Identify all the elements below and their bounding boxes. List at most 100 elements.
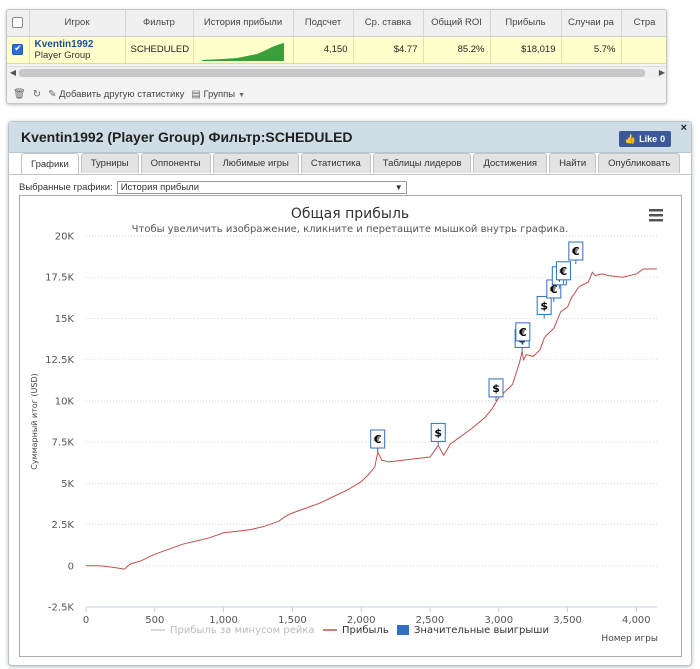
like-label: Like bbox=[639, 134, 658, 144]
dropdown-arrow-icon: ▼ bbox=[394, 183, 403, 192]
big-win-flag bbox=[515, 322, 531, 342]
y-tick-label: -2.5K bbox=[48, 603, 75, 614]
player-name-link[interactable]: Kventin1992 bbox=[34, 38, 94, 50]
y-tick-label: 17.5K bbox=[45, 273, 74, 284]
add-statistic-button[interactable]: ✎ Добавить другую статистику bbox=[48, 89, 184, 100]
horizontal-scrollbar[interactable]: ◀ ▶ bbox=[7, 66, 666, 78]
big-win-flag-label: € bbox=[373, 433, 382, 446]
tab-charts[interactable]: Графики bbox=[21, 153, 79, 174]
tab-leaderboards[interactable]: Таблицы лидеров bbox=[372, 153, 472, 173]
profit-sparkline bbox=[202, 42, 284, 61]
x-tick-label: 0 bbox=[83, 615, 89, 626]
tab-favorite-games[interactable]: Любимые игры bbox=[212, 153, 299, 173]
avg-stake-cell: $4.77 bbox=[353, 36, 424, 64]
big-win-flag bbox=[555, 261, 571, 281]
profit-series-line bbox=[86, 268, 658, 570]
y-tick-label: 0 bbox=[68, 561, 74, 572]
chart-select-value: История прибыли bbox=[120, 182, 200, 193]
chart-select-label: Выбранные графики: bbox=[19, 182, 113, 193]
panel-header: Kventin1992 (Player Group) Фильтр:SCHEDU… bbox=[9, 122, 691, 153]
big-win-flag-label: € bbox=[549, 283, 558, 296]
y-tick-label: 20K bbox=[55, 232, 75, 243]
profit-chart[interactable]: Общая прибыль Чтобы увеличить изображение… bbox=[20, 196, 681, 656]
y-tick-label: 15K bbox=[55, 314, 75, 325]
big-win-flag-label: € bbox=[559, 265, 568, 278]
groups-icon: ▤ bbox=[191, 88, 201, 100]
column-header-profit[interactable]: Прибыль bbox=[490, 10, 562, 37]
row-checkbox[interactable] bbox=[7, 36, 30, 64]
big-win-flag-label: € bbox=[571, 245, 580, 258]
stats-toolbar: 🗑 ↻ ✎ Добавить другую статистику ▤ Групп… bbox=[13, 86, 245, 102]
player-group-label: Player Group bbox=[34, 49, 91, 61]
filter-cell: SCHEDULED bbox=[125, 36, 194, 64]
y-tick-label: 12.5K bbox=[45, 355, 74, 366]
scrollbar-thumb[interactable] bbox=[19, 69, 645, 77]
table-header-row: Игрок Фильтр История прибыли Подсчет Ср.… bbox=[7, 10, 666, 37]
column-header-count[interactable]: Подсчет bbox=[293, 10, 354, 37]
stats-table: Игрок Фильтр История прибыли Подсчет Ср.… bbox=[7, 10, 666, 64]
profit-history-cell bbox=[193, 36, 294, 64]
legend-big-wins-label: Значительные выигрыши bbox=[414, 625, 549, 636]
tab-achievements[interactable]: Достижения bbox=[473, 153, 548, 173]
cases-cell: 5.7% bbox=[561, 36, 622, 64]
chart-select-row: Выбранные графики: История прибыли ▼ bbox=[19, 181, 407, 194]
panel-tabs: Графики Турниры Оппоненты Любимые игры С… bbox=[21, 153, 681, 174]
tab-search[interactable]: Найти bbox=[549, 153, 597, 173]
big-win-flag-label: $ bbox=[540, 299, 548, 312]
big-win-flag bbox=[488, 378, 504, 398]
scroll-left-icon[interactable]: ◀ bbox=[9, 68, 17, 77]
table-row[interactable]: Kventin1992 Player Group SCHEDULED 4,150… bbox=[7, 36, 666, 64]
big-win-flag bbox=[430, 422, 446, 442]
column-header-total-roi[interactable]: Общий ROI bbox=[423, 10, 491, 37]
tabs-divider bbox=[9, 174, 691, 175]
big-win-flag bbox=[370, 429, 386, 449]
tab-statistics[interactable]: Статистика bbox=[300, 153, 371, 173]
groups-dropdown[interactable]: ▤ Группы ▼ bbox=[191, 89, 245, 100]
total-roi-cell: 85.2% bbox=[423, 36, 491, 64]
legend-net-profit-label: Прибыль за минусом рейка bbox=[170, 625, 315, 636]
add-statistic-label: Добавить другую статистику bbox=[59, 88, 185, 100]
x-tick-label: 4,000 bbox=[622, 615, 651, 626]
player-chart-panel: Kventin1992 (Player Group) Фильтр:SCHEDU… bbox=[8, 121, 692, 666]
chart-title: Общая прибыль bbox=[291, 206, 409, 222]
tab-opponents[interactable]: Оппоненты bbox=[140, 153, 211, 173]
facebook-like-button[interactable]: 👍 Like 0 bbox=[619, 131, 671, 147]
column-header-cases[interactable]: Случаи ра bbox=[561, 10, 622, 37]
chart-select-dropdown[interactable]: История прибыли ▼ bbox=[116, 181, 407, 194]
column-header-profit-history[interactable]: История прибыли bbox=[193, 10, 294, 37]
x-tick-label: 1,000 bbox=[209, 615, 238, 626]
x-tick-label: 3,500 bbox=[553, 615, 582, 626]
country-cell bbox=[621, 36, 666, 64]
refresh-icon[interactable]: ↻ bbox=[32, 88, 42, 100]
count-cell: 4,150 bbox=[293, 36, 354, 64]
x-tick-label: 2,000 bbox=[347, 615, 376, 626]
big-win-flag-label: € bbox=[518, 326, 527, 339]
column-header-player[interactable]: Игрок bbox=[29, 10, 126, 37]
x-tick-label: 3,000 bbox=[484, 615, 513, 626]
big-win-flag-label: $ bbox=[434, 426, 442, 439]
trash-icon[interactable]: 🗑 bbox=[13, 88, 26, 100]
x-axis-label: Номер игры bbox=[601, 634, 658, 644]
column-header-avg-stake[interactable]: Ср. ставка bbox=[353, 10, 424, 37]
scroll-right-icon[interactable]: ▶ bbox=[658, 68, 666, 77]
chart-menu-icon[interactable] bbox=[649, 209, 663, 222]
big-win-flag-label: $ bbox=[492, 382, 500, 395]
profit-cell: $18,019 bbox=[490, 36, 562, 64]
x-tick-label: 500 bbox=[145, 615, 164, 626]
like-count: 0 bbox=[660, 134, 666, 144]
column-header-filter[interactable]: Фильтр bbox=[125, 10, 194, 37]
x-tick-label: 1,500 bbox=[278, 615, 307, 626]
groups-label: Группы bbox=[203, 88, 236, 100]
tab-tournaments[interactable]: Турниры bbox=[80, 153, 139, 173]
tab-publish[interactable]: Опубликовать bbox=[598, 153, 681, 173]
y-tick-label: 7.5K bbox=[52, 438, 75, 449]
x-tick-label: 2,500 bbox=[416, 615, 445, 626]
chart-container[interactable]: Общая прибыль Чтобы увеличить изображение… bbox=[19, 195, 682, 657]
close-icon[interactable]: × bbox=[680, 122, 687, 134]
big-win-flag bbox=[568, 241, 584, 261]
select-all-checkbox[interactable] bbox=[7, 10, 30, 37]
column-header-country[interactable]: Стра bbox=[621, 10, 666, 37]
legend-profit-label: Прибыль bbox=[342, 625, 389, 636]
y-tick-label: 2.5K bbox=[52, 520, 75, 531]
y-tick-label: 10K bbox=[55, 396, 75, 407]
